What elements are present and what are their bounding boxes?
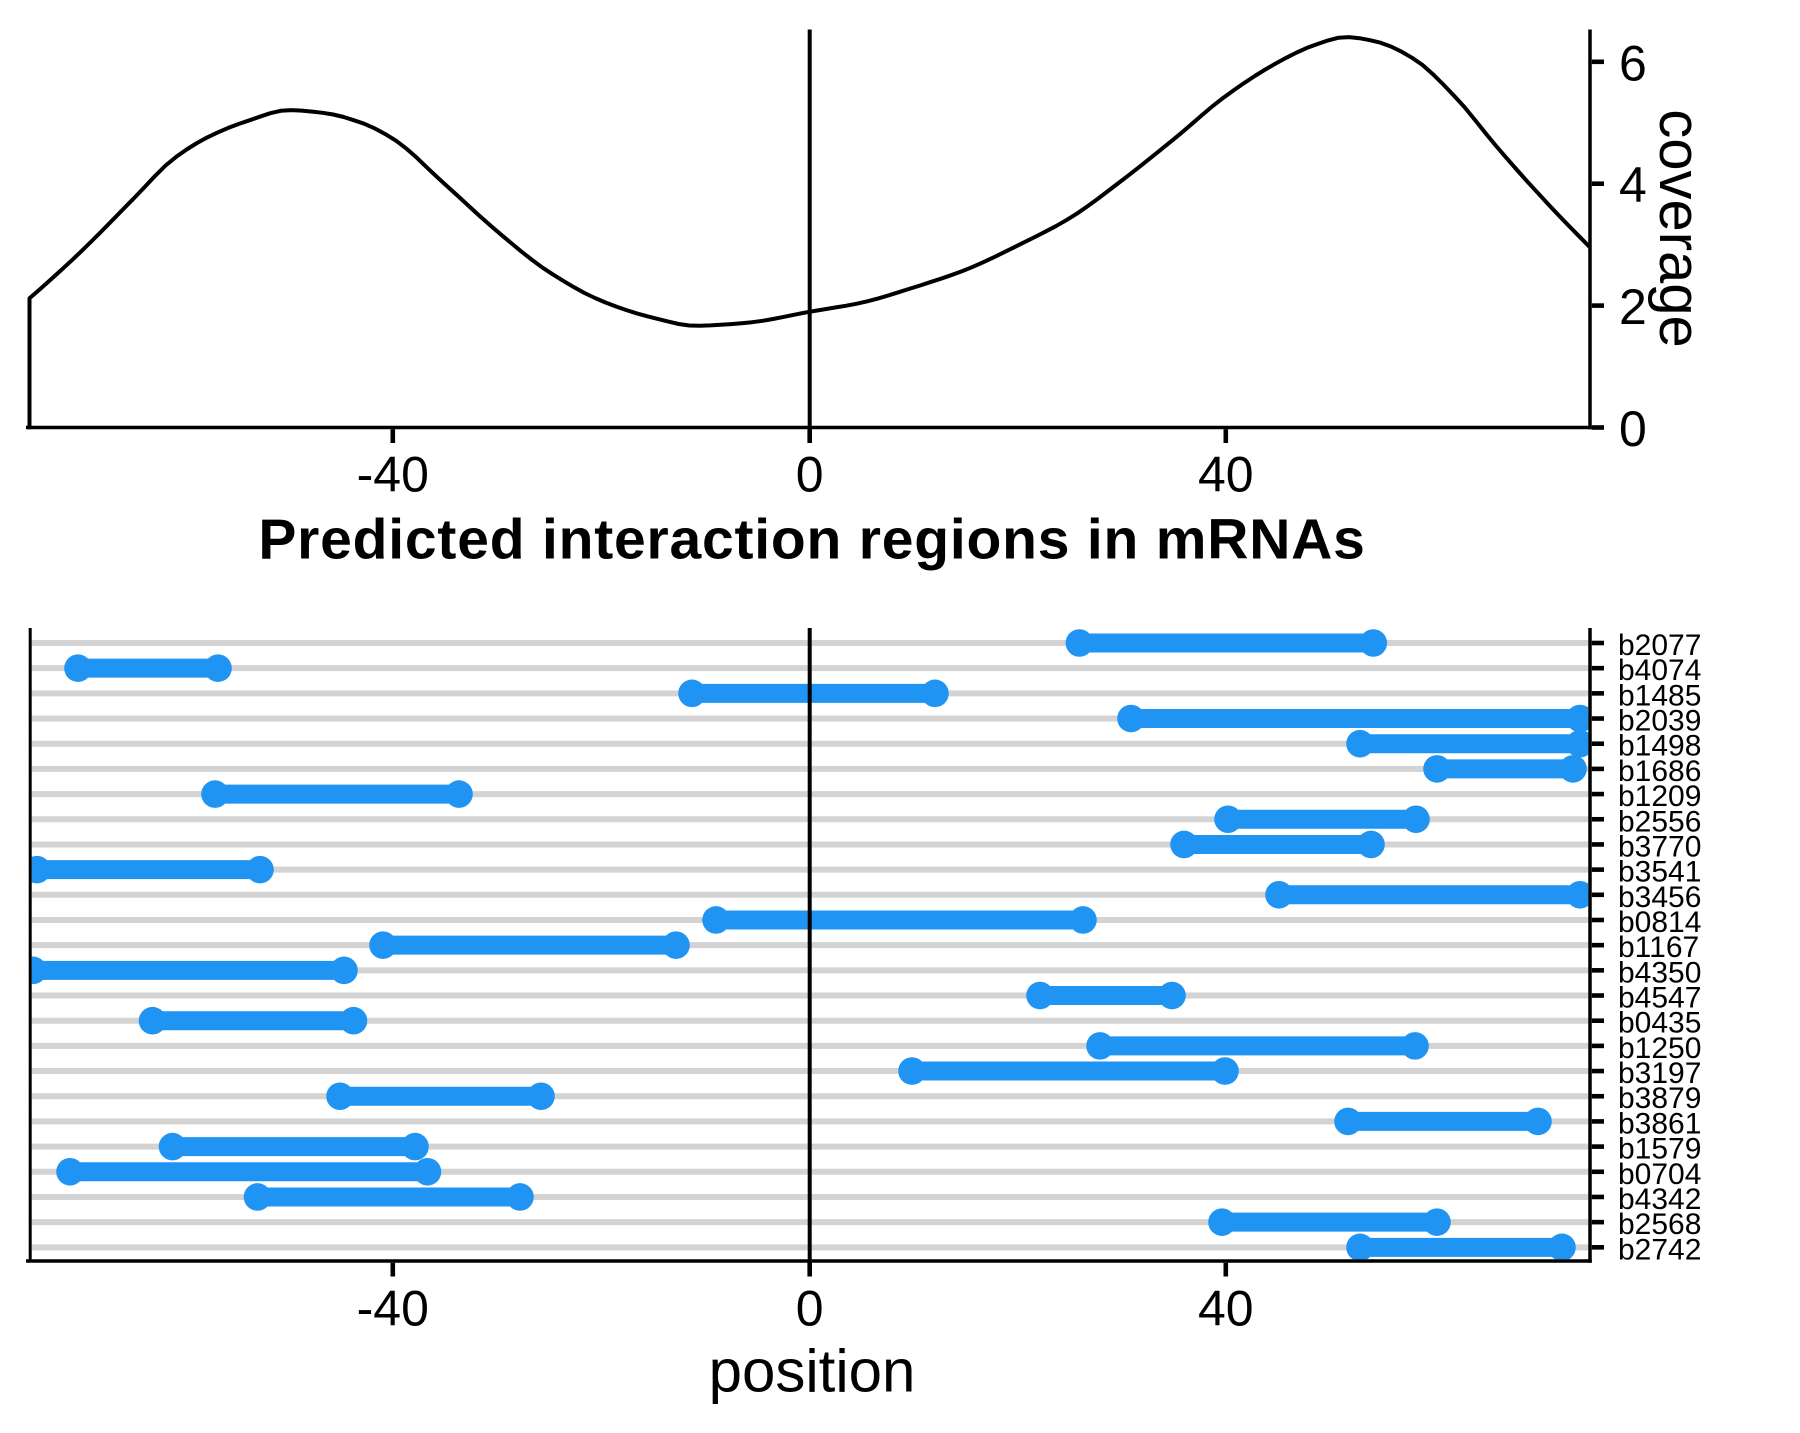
svg-text:-40: -40 (357, 1281, 429, 1337)
svg-text:Predicted interaction regions: Predicted interaction regions in mRNAs (258, 508, 1365, 572)
svg-text:6: 6 (1619, 35, 1647, 91)
svg-text:b2556: b2556 (1618, 805, 1701, 838)
svg-text:0: 0 (796, 447, 824, 503)
svg-text:b3197: b3197 (1618, 1057, 1701, 1090)
svg-text:b4074: b4074 (1618, 654, 1701, 687)
svg-text:b1498: b1498 (1618, 730, 1701, 763)
svg-text:b0704: b0704 (1618, 1158, 1701, 1191)
svg-text:b2077: b2077 (1618, 629, 1701, 662)
svg-text:b3541: b3541 (1618, 856, 1701, 889)
svg-text:b1686: b1686 (1618, 755, 1701, 788)
svg-text:b1485: b1485 (1618, 679, 1701, 712)
svg-text:b1167: b1167 (1618, 931, 1699, 964)
svg-text:b0814: b0814 (1618, 906, 1701, 939)
svg-text:40: 40 (1198, 447, 1254, 503)
svg-text:0: 0 (1619, 401, 1647, 457)
svg-text:-40: -40 (357, 447, 429, 503)
svg-text:b2568: b2568 (1618, 1208, 1701, 1241)
svg-text:b0435: b0435 (1618, 1007, 1701, 1040)
svg-text:b1579: b1579 (1618, 1133, 1701, 1166)
svg-text:40: 40 (1198, 1281, 1254, 1337)
svg-text:position: position (709, 1338, 916, 1405)
svg-text:b4342: b4342 (1618, 1183, 1701, 1216)
svg-text:2: 2 (1619, 279, 1647, 335)
svg-text:b2039: b2039 (1618, 705, 1701, 738)
svg-text:b3456: b3456 (1618, 881, 1701, 914)
svg-text:b2742: b2742 (1618, 1233, 1701, 1266)
svg-text:b1250: b1250 (1618, 1032, 1701, 1065)
svg-text:b4350: b4350 (1618, 956, 1701, 989)
svg-text:b1209: b1209 (1618, 780, 1701, 813)
svg-text:b4547: b4547 (1618, 982, 1701, 1015)
svg-text:coverage: coverage (1647, 109, 1712, 348)
svg-text:4: 4 (1619, 157, 1647, 213)
svg-text:b3770: b3770 (1618, 830, 1701, 863)
svg-text:0: 0 (796, 1281, 824, 1337)
svg-text:b3879: b3879 (1618, 1082, 1701, 1115)
svg-text:b3861: b3861 (1618, 1107, 1701, 1140)
